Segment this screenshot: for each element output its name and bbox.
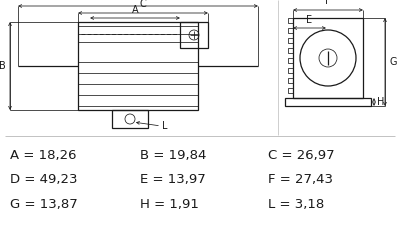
Text: E = 13,97: E = 13,97 bbox=[140, 173, 206, 186]
Text: L: L bbox=[162, 121, 168, 131]
Text: G = 13,87: G = 13,87 bbox=[10, 197, 78, 210]
Bar bbox=[288, 78, 293, 83]
Text: D = 49,23: D = 49,23 bbox=[10, 173, 78, 186]
Text: E: E bbox=[306, 15, 312, 25]
Text: C: C bbox=[140, 0, 146, 9]
Bar bbox=[288, 88, 293, 93]
Bar bbox=[288, 68, 293, 73]
Text: L = 3,18: L = 3,18 bbox=[268, 197, 324, 210]
Bar bbox=[288, 58, 293, 63]
Text: G: G bbox=[389, 57, 396, 67]
Bar bbox=[285, 98, 371, 106]
Bar bbox=[78, 22, 198, 110]
Bar bbox=[180, 22, 208, 48]
Text: B: B bbox=[0, 61, 6, 71]
Bar bbox=[293, 18, 363, 98]
Text: A: A bbox=[132, 5, 138, 15]
Text: D: D bbox=[134, 0, 142, 2]
Text: F = 27,43: F = 27,43 bbox=[268, 173, 333, 186]
Text: C = 26,97: C = 26,97 bbox=[268, 148, 335, 162]
Bar bbox=[288, 38, 293, 43]
Text: H: H bbox=[377, 97, 384, 107]
Bar bbox=[288, 18, 293, 23]
Text: B = 19,84: B = 19,84 bbox=[140, 148, 206, 162]
Text: A = 18,26: A = 18,26 bbox=[10, 148, 76, 162]
Bar bbox=[112, 110, 148, 128]
Text: H = 1,91: H = 1,91 bbox=[140, 197, 199, 210]
Bar bbox=[288, 48, 293, 53]
Bar bbox=[288, 28, 293, 33]
Text: F: F bbox=[325, 0, 331, 6]
